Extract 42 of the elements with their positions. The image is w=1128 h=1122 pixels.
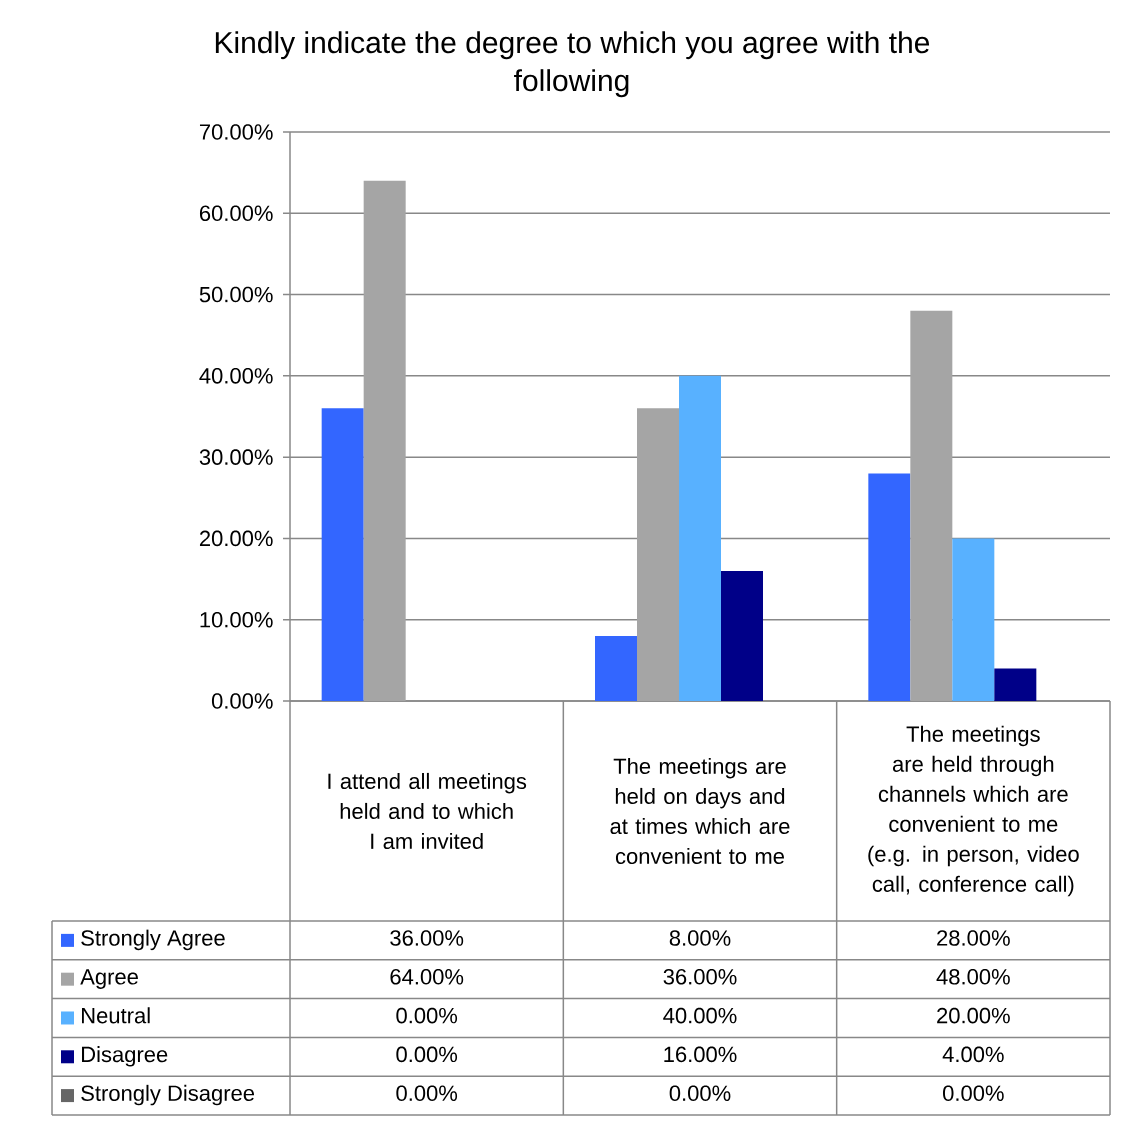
data-label: 8.00% [669,930,731,946]
bar [637,408,679,701]
data-label: 64.00% [390,969,464,985]
y-tick-label: 60.00% [199,205,273,222]
bar [721,570,763,701]
y-tick-label: 0.00% [211,693,273,709]
legend-label: Disagree [82,1046,168,1067]
data-label: 0.00% [396,1085,458,1101]
y-tick-label: 70.00% [199,124,273,140]
bar [868,473,911,701]
data-label: 28.00% [937,930,1010,946]
legend-label: Strongly Disagree [81,1084,255,1106]
legend-label: Strongly Agree [81,929,225,951]
bar [595,635,637,701]
bar [363,180,406,701]
data-label: 16.00% [664,1046,737,1063]
bar [321,408,364,701]
data-label: 40.00% [663,1007,737,1024]
x-tick-label: The meetings are held on days and at times which are convenient to me [610,757,790,865]
data-label: 36.00% [663,969,737,985]
y-tick-label: 30.00% [199,449,273,465]
data-label: 4.00% [942,1046,1004,1063]
data-label: 20.00% [937,1007,1010,1024]
bar [910,310,953,701]
x-tick-label: I attend all meetings held and to which I am invited [328,772,527,850]
y-tick-label: 10.00% [200,611,273,628]
legend-label: Neutral [82,1007,150,1024]
x-tick-label: The meetings are held through channels which are convenient to me (e.g. in person, video call, conference call) [868,725,1079,897]
data-label: 0.00% [943,1085,1004,1101]
y-tick-label: 20.00% [199,530,273,547]
legend-label: Agree [80,969,138,989]
chart-title: Kindly indicate the degree to which you agree with the following [215,31,930,98]
data-label: 0.00% [396,1007,458,1024]
data-label: 0.00% [669,1085,731,1101]
bar [952,538,995,701]
data-label: 0.00% [396,1046,458,1063]
y-tick-label: 50.00% [199,286,273,303]
data-label: 48.00% [936,969,1010,985]
bar [679,375,721,701]
data-label: 36.00% [390,930,464,946]
bar [994,668,1037,701]
y-tick-label: 40.00% [199,368,273,384]
